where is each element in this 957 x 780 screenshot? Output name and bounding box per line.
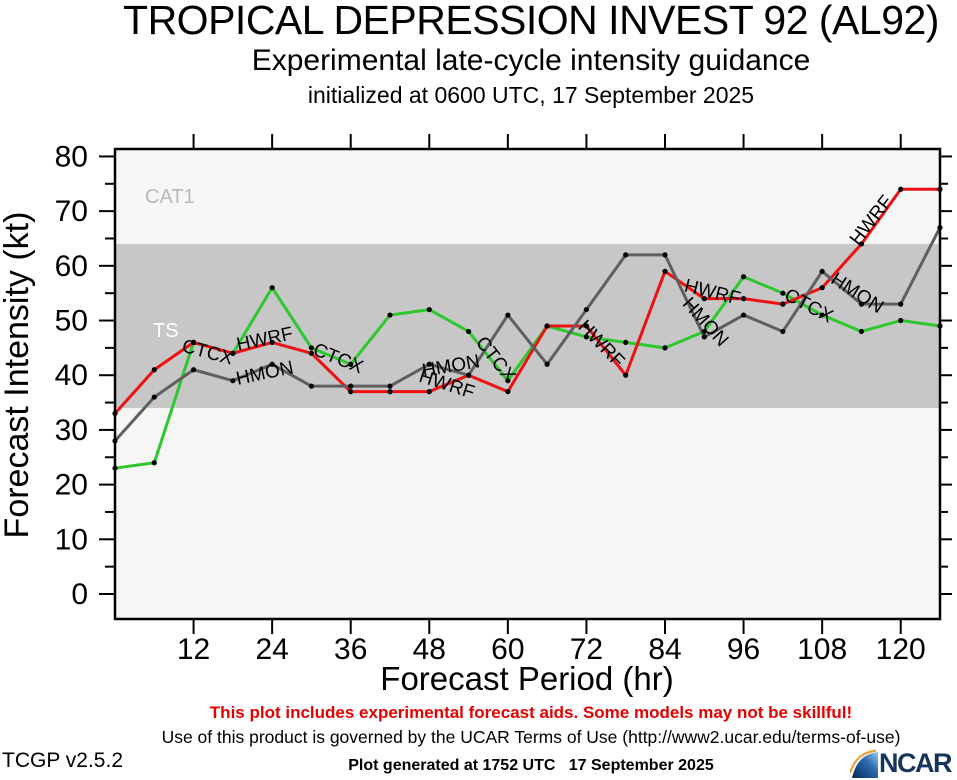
point-HMON-36h <box>348 383 354 389</box>
point-HMON-12h <box>190 367 197 373</box>
point-HWRF-90h <box>701 296 707 302</box>
point-HWRF-96h <box>740 296 747 302</box>
point-HWRF-42h <box>387 389 393 395</box>
point-HMON-48h <box>426 361 432 367</box>
point-HMON-114h <box>858 301 865 307</box>
point-HMON-54h <box>465 372 472 378</box>
generated-timestamp: Plot generated at 1752 UTC 17 September … <box>348 757 714 774</box>
init-time-line: initialized at 0600 UTC, 17 September 20… <box>307 82 755 108</box>
point-HWRF-66h <box>544 323 550 329</box>
point-HWRF-24h <box>269 339 275 346</box>
point-HMON-96h <box>740 312 747 318</box>
terms-of-use-line: Use of this product is governed by the U… <box>161 727 901 747</box>
experimental-warning: This plot includes experimental forecast… <box>209 703 853 722</box>
y-tick-label: 40 <box>55 359 88 392</box>
point-CTCX-60h <box>505 378 511 384</box>
point-HWRF-6h <box>151 367 157 373</box>
point-HMON-120h <box>898 301 904 307</box>
y-tick-label: 60 <box>55 250 88 283</box>
point-HWRF-114h <box>858 241 865 247</box>
point-HWRF-18h <box>230 350 236 356</box>
x-tick-label: 36 <box>334 633 367 666</box>
point-CTCX-114h <box>858 328 865 335</box>
x-axis-title: Forecast Period (hr) <box>380 660 673 697</box>
point-HMON-90h <box>701 334 707 340</box>
point-CTCX-72h <box>583 334 590 340</box>
series-HMON-line <box>113 226 942 442</box>
y-tick-label: 20 <box>55 469 88 502</box>
plot-frame <box>113 147 942 621</box>
x-tick-label: 60 <box>491 633 524 666</box>
point-HWRF-30h <box>308 350 315 356</box>
point-HMON-24h <box>269 361 275 367</box>
x-tick-label: 108 <box>797 633 847 666</box>
point-HWRF-48h <box>426 389 432 395</box>
point-CTCX-36h <box>348 361 354 367</box>
point-HMON-18h <box>230 378 236 384</box>
point-CTCX-42h <box>387 312 393 318</box>
point-HMON-84h <box>662 252 668 258</box>
ncar-logo: NCAR <box>850 748 953 779</box>
y-tick-label: 0 <box>71 578 88 611</box>
point-HMON-108h <box>819 268 825 274</box>
point-HWRF-72h <box>583 323 590 329</box>
series-HWRF-line <box>113 187 940 415</box>
y-tick-label: 70 <box>55 195 88 228</box>
ts-zone-label: TS <box>153 320 179 342</box>
point-CTCX-102h <box>780 290 786 296</box>
tcgp-version: TCGP v2.5.2 <box>2 749 123 772</box>
point-HMON-102h <box>780 328 786 335</box>
point-HMON-78h <box>623 252 629 258</box>
ncar-logo-icon <box>850 749 878 778</box>
point-CTCX-84h <box>662 345 668 351</box>
point-HWRF-12h <box>190 339 197 346</box>
point-HWRF-102h <box>780 301 786 307</box>
y-tick-label: 50 <box>55 305 88 338</box>
point-HWRF-36h <box>348 389 354 395</box>
point-CTCX-48h <box>426 306 432 313</box>
point-CTCX-54h <box>465 328 472 335</box>
point-HMON-60h <box>505 312 511 318</box>
x-tick-label: 12 <box>177 633 210 666</box>
point-CTCX-120h <box>898 317 904 324</box>
x-tick-label: 120 <box>876 633 926 666</box>
cat1-zone-label: CAT1 <box>145 186 195 208</box>
x-tick-label: 84 <box>648 633 681 666</box>
point-CTCX-78h <box>623 339 629 346</box>
ncar-logo-text: NCAR <box>879 748 953 778</box>
x-tick-label: 72 <box>570 633 603 666</box>
plot-title: TROPICAL DEPRESSION INVEST 92 (AL92) <box>123 0 939 43</box>
point-HMON-42h <box>387 383 393 389</box>
point-CTCX-96h <box>740 274 747 280</box>
point-CTCX-90h <box>701 328 707 335</box>
x-tick-label: 96 <box>727 633 760 666</box>
point-HWRF-120h <box>898 186 904 192</box>
point-CTCX-108h <box>819 312 825 318</box>
point-HMON-30h <box>308 383 315 389</box>
y-tick-label: 80 <box>55 140 88 173</box>
y-tick-label: 30 <box>55 414 88 447</box>
x-tick-label: 48 <box>413 633 446 666</box>
point-HWRF-78h <box>623 372 629 378</box>
plot-subtitle: Experimental late-cycle intensity guidan… <box>251 44 811 77</box>
point-CTCX-24h <box>269 285 275 291</box>
point-HMON-66h <box>544 361 550 367</box>
y-tick-label: 10 <box>55 523 88 556</box>
point-HWRF-60h <box>505 389 511 395</box>
x-tick-label: 24 <box>255 633 288 666</box>
point-HWRF-108h <box>819 285 825 291</box>
ts-band <box>115 243 940 409</box>
point-HMON-6h <box>151 394 157 400</box>
point-HWRF-84h <box>662 268 668 274</box>
point-HMON-72h <box>583 306 590 313</box>
point-CTCX-6h <box>151 460 157 466</box>
y-axis-title: Forecast Intensity (kt) <box>0 212 36 539</box>
point-CTCX-30h <box>308 345 315 351</box>
